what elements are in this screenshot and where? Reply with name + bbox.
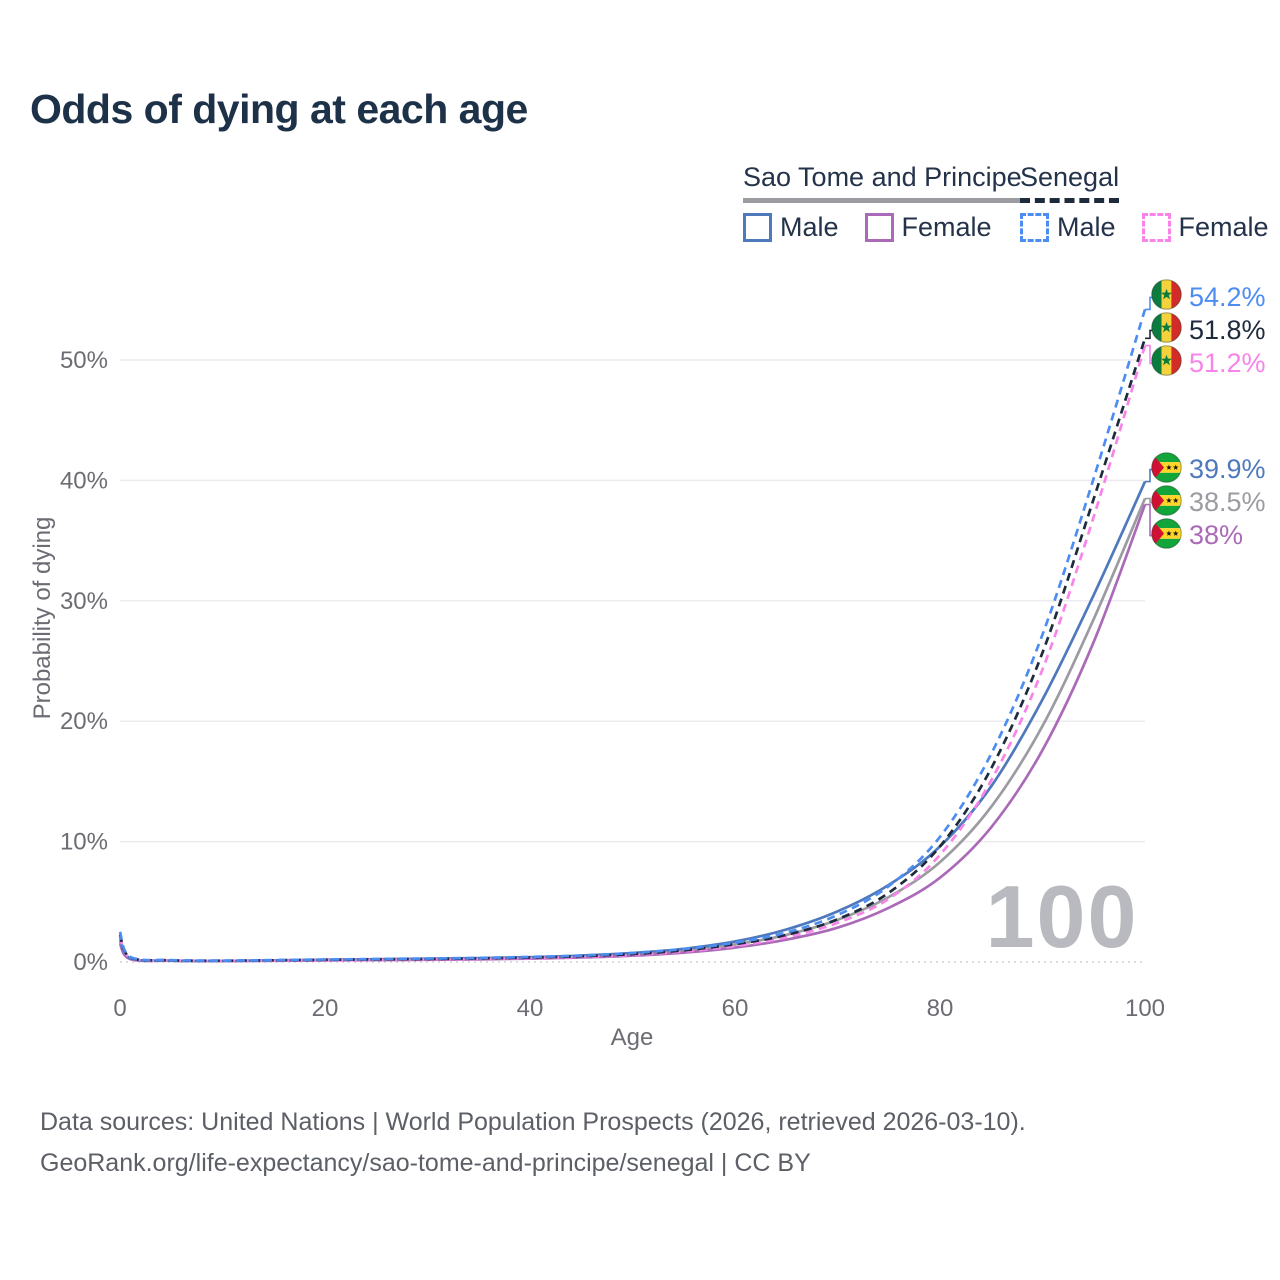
y-axis-label: Probability of dying — [29, 516, 56, 720]
legend-item-senegal-female[interactable]: Female — [1141, 212, 1269, 243]
footer: Data sources: United Nations | World Pop… — [40, 1102, 1026, 1184]
y-tick-label: 20% — [60, 708, 108, 735]
legend-item-label: Female — [1178, 212, 1269, 242]
leader-line-female — [1145, 503, 1155, 537]
footer-line-1: Data sources: United Nations | World Pop… — [40, 1108, 1026, 1136]
legend-items-senegal: Male Female — [1020, 212, 1269, 243]
legend-group-senegal: Senegal Male Female — [1020, 162, 1269, 243]
x-tick-label: 0 — [113, 995, 126, 1022]
x-tick-label: 40 — [517, 995, 544, 1022]
watermark-age-counter: 100 — [985, 867, 1139, 966]
legend-item-label: Female — [901, 212, 992, 242]
x-tick-label: 20 — [312, 995, 339, 1022]
stp-female-swatch-icon — [864, 213, 894, 242]
leader-line-total — [1145, 497, 1155, 504]
footer-line-2: GeoRank.org/life-expectancy/sao-tome-and… — [40, 1149, 811, 1177]
x-tick-label: 80 — [927, 995, 954, 1022]
page-title: Odds of dying at each age — [30, 86, 528, 132]
x-tick-label: 100 — [1125, 995, 1165, 1022]
legend-group-sao-tome-and-principe: Sao Tome and Principe Male Female — [743, 162, 1022, 243]
leader-line-female — [1145, 344, 1155, 365]
senegal-male-swatch-icon — [1020, 213, 1049, 242]
legend-item-senegal-male[interactable]: Male — [1020, 212, 1116, 243]
legend: Sao Tome and Principe Male Female Senega… — [0, 162, 1280, 252]
legend-item-label: Male — [780, 212, 839, 242]
legend-country-sao-tome-and-principe[interactable]: Sao Tome and Principe — [743, 162, 1022, 203]
y-tick-label: 30% — [60, 588, 108, 615]
stp-male-swatch-icon — [743, 213, 772, 242]
leader-line-total — [1145, 329, 1155, 340]
leader-line-male — [1145, 468, 1155, 483]
y-tick-label: 10% — [60, 829, 108, 856]
y-tick-label: 50% — [60, 347, 108, 374]
x-tick-label: 60 — [722, 995, 749, 1022]
legend-country-senegal[interactable]: Senegal — [1020, 162, 1120, 203]
x-axis-label: Age — [610, 1024, 654, 1051]
legend-item-stp-female[interactable]: Female — [864, 212, 992, 243]
legend-items-stp: Male Female — [743, 212, 1022, 243]
y-tick-label: 40% — [60, 467, 108, 494]
legend-item-stp-male[interactable]: Male — [743, 212, 839, 243]
legend-item-label: Male — [1057, 212, 1116, 242]
series-line-senegal-male[interactable] — [118, 309, 1147, 962]
leader-line-male — [1145, 296, 1155, 311]
senegal-female-swatch-icon — [1141, 213, 1171, 242]
y-tick-label: 0% — [73, 949, 108, 976]
